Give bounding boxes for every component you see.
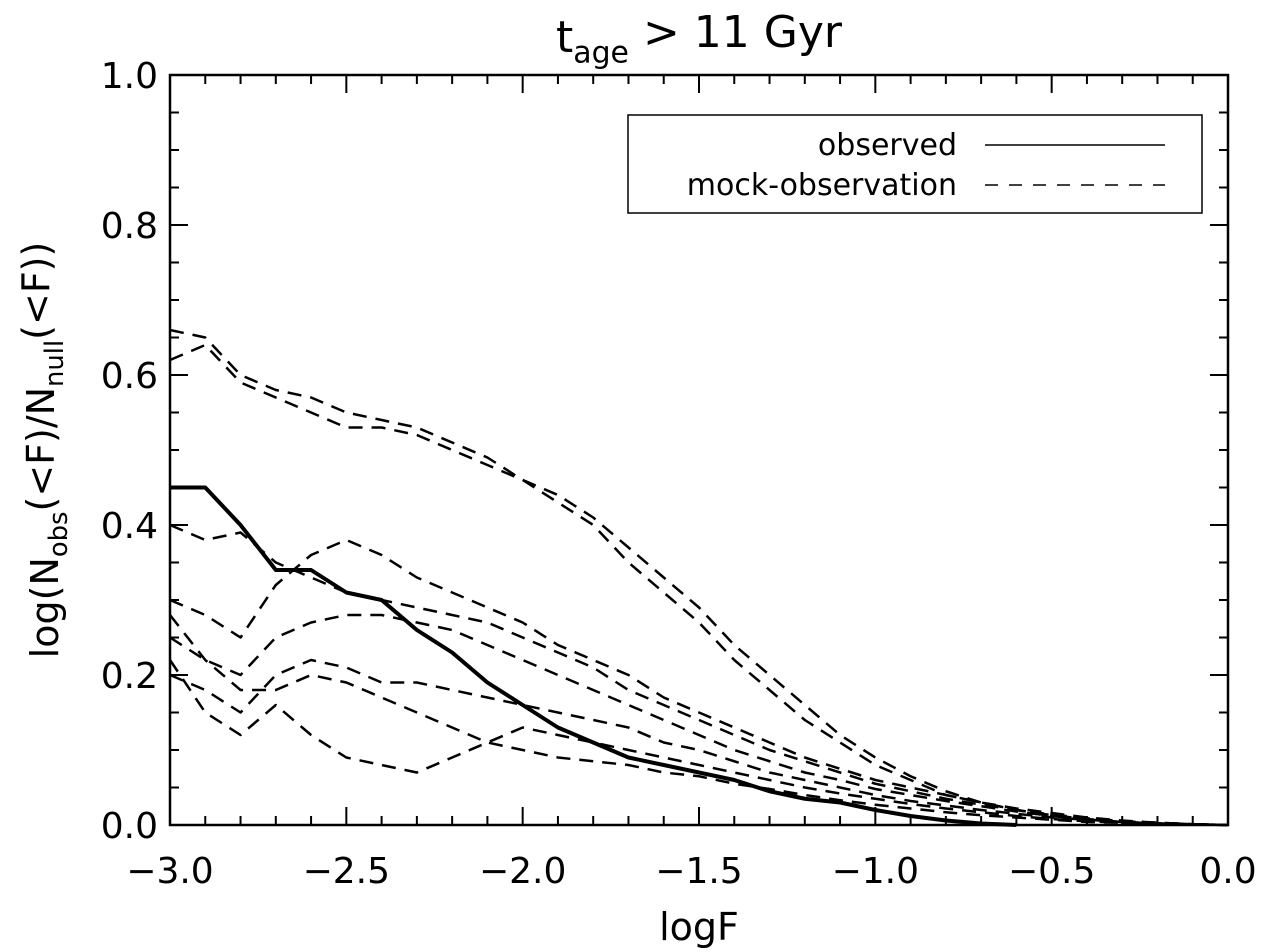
data-line [169,523,1229,827]
y-tick-label: 0.2 [101,656,158,697]
data-line [169,343,1229,827]
y-axis-label: log(Nobs(<F)/Nnull(<F)) [14,242,74,659]
x-tick-label: −0.5 [1008,851,1095,892]
data-line [169,538,1229,827]
x-axis-label: logF [659,905,739,949]
legend-label: mock-observation [687,168,957,203]
x-tick-label: −2.0 [479,851,566,892]
text-part: t [556,12,573,63]
legend-label: observed [818,128,957,163]
text-part: (<F)/N [19,387,63,512]
text-part: log(N [23,557,67,658]
subscript: obs [44,512,74,558]
text-part: (<F)) [14,242,58,340]
data-line [168,659,1229,827]
x-tick-label: 0.0 [1199,851,1256,892]
data-line [169,613,1229,827]
text-part: > 11 Gyr [629,7,843,58]
x-tick-label: −1.5 [655,851,742,892]
y-tick-label: 0.8 [101,206,158,247]
x-tick-label: −2.5 [303,851,390,892]
text-part: logF [659,905,739,949]
x-tick-label: −3.0 [126,851,213,892]
y-tick-label: 0.6 [101,356,158,397]
subscript: null [40,340,70,387]
subscript: age [573,35,629,70]
data-line [170,485,1017,827]
data-line [169,658,1229,827]
y-tick-label: 0.0 [101,806,158,847]
chart-title: tage > 11 Gyr [556,7,843,70]
x-tick-label: −1.0 [832,851,919,892]
data-line [169,328,1229,827]
legend-box [627,114,1203,214]
y-tick-label: 1.0 [101,56,158,97]
y-tick-label: 0.4 [101,506,158,547]
data-line [169,614,1229,827]
